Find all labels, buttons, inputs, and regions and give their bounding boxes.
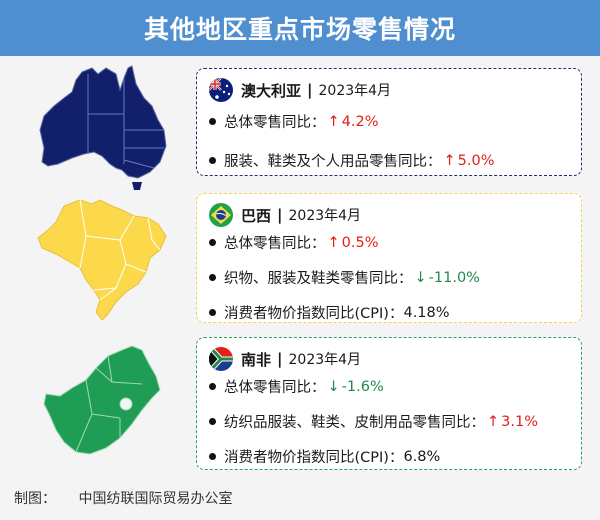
country-name: 澳大利亚 — [241, 81, 302, 100]
separator: | — [277, 206, 283, 224]
bullet-icon — [209, 157, 216, 164]
stat-row: 服装、鞋类及个人用品零售同比： ↑ 5.0% — [209, 150, 569, 171]
stat-value: 5.0% — [457, 152, 495, 169]
stat-row: 总体零售同比： ↑ 4.2% — [209, 111, 569, 132]
stat-label: 总体零售同比： — [224, 236, 326, 252]
period: 2023年4月 — [318, 83, 392, 99]
bullet-icon — [209, 239, 216, 246]
stat-label: 织物、服装及鞋类零售同比： — [224, 271, 413, 287]
separator: | — [307, 81, 313, 99]
australia-flag-icon — [209, 78, 233, 102]
period: 2023年4月 — [288, 352, 362, 368]
title-bar: 其他地区重点市场零售情况 — [0, 0, 600, 56]
arrow-down-icon: ↓ — [327, 378, 340, 395]
stat-label: 总体零售同比： — [224, 115, 326, 131]
card-header: 南非 | 2023年4月 — [209, 346, 569, 372]
bullet-icon — [209, 453, 216, 460]
bullet-icon — [209, 309, 216, 316]
bullet-icon — [209, 418, 216, 425]
arrow-down-icon: ↓ — [414, 269, 427, 286]
brazil-flag-icon — [209, 203, 233, 227]
stat-row: 纺织品服装、鞋类、皮制用品零售同比： ↑ 3.1% — [209, 411, 569, 432]
arrow-up-icon: ↑ — [443, 152, 456, 169]
south-africa-card: 南非 | 2023年4月 总体零售同比： ↓ -1.6% 纺织品服装、鞋类、皮制… — [196, 337, 582, 470]
separator: | — [277, 350, 283, 368]
stat-label: 服装、鞋类及个人用品零售同比： — [224, 154, 442, 170]
australia-map — [39, 65, 167, 190]
stat-label: 消费者物价指数同比(CPI)： — [224, 450, 404, 466]
south-africa-map — [43, 345, 161, 455]
bullet-icon — [209, 383, 216, 390]
arrow-up-icon: ↑ — [487, 413, 500, 430]
stat-label: 消费者物价指数同比(CPI)： — [224, 306, 404, 322]
country-name: 南非 — [241, 350, 272, 369]
footer-label: 制图： — [14, 491, 56, 507]
arrow-up-icon: ↑ — [327, 113, 340, 130]
card-header: 澳大利亚 | 2023年4月 — [209, 77, 569, 103]
bullet-icon — [209, 274, 216, 281]
stat-row: 织物、服装及鞋类零售同比： ↓ -11.0% — [209, 267, 569, 288]
footer-source: 中国纺联国际贸易办公室 — [78, 491, 233, 507]
stat-row: 消费者物价指数同比(CPI)： 4.18% — [209, 302, 569, 323]
south-africa-flag-icon — [209, 347, 233, 371]
stat-row: 消费者物价指数同比(CPI)： 6.8% — [209, 446, 569, 467]
arrow-up-icon: ↑ — [327, 234, 340, 251]
australia-card: 澳大利亚 | 2023年4月 总体零售同比： ↑ 4.2% 服装、鞋类及个人用品… — [196, 68, 582, 176]
page-title: 其他地区重点市场零售情况 — [143, 15, 456, 44]
stat-label: 总体零售同比： — [224, 380, 326, 396]
brazil-map — [37, 199, 167, 321]
stat-value: -1.6% — [341, 378, 384, 395]
stat-value: 6.8% — [403, 448, 441, 465]
stat-label: 纺织品服装、鞋类、皮制用品零售同比： — [224, 415, 485, 431]
stat-value: -11.0% — [428, 269, 480, 286]
stat-row: 总体零售同比： ↓ -1.6% — [209, 376, 569, 397]
period: 2023年4月 — [288, 208, 362, 224]
stat-value: 4.2% — [341, 113, 379, 130]
country-name: 巴西 — [241, 206, 272, 225]
bullet-icon — [209, 118, 216, 125]
card-header: 巴西 | 2023年4月 — [209, 202, 569, 228]
stat-value: 4.18% — [403, 304, 450, 321]
stat-value: 0.5% — [341, 234, 379, 251]
brazil-card: 巴西 | 2023年4月 总体零售同比： ↑ 0.5% 织物、服装及鞋类零售同比… — [196, 193, 582, 323]
footer-credit: 制图： 中国纺联国际贸易办公室 — [14, 488, 232, 508]
stat-row: 总体零售同比： ↑ 0.5% — [209, 232, 569, 253]
stat-value: 3.1% — [501, 413, 538, 430]
